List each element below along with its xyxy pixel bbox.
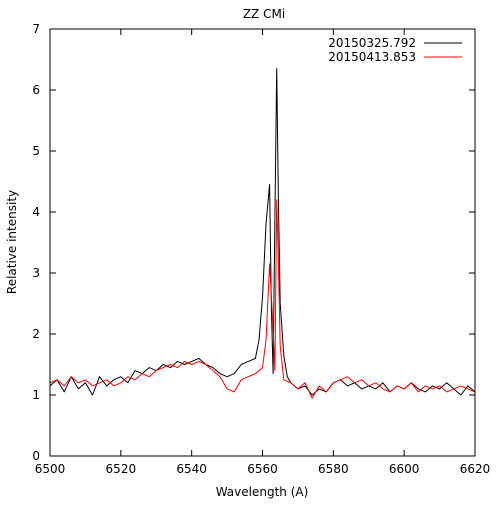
x-axis-label: Wavelength (A) <box>216 485 309 499</box>
chart-title: ZZ CMi <box>243 7 285 21</box>
y-tick-label: 3 <box>32 266 40 280</box>
series-layer <box>49 68 476 399</box>
legend-label-1: 20150325.792 <box>328 36 416 50</box>
x-tick-label: 6600 <box>389 462 420 476</box>
x-tick-label: 6540 <box>176 462 207 476</box>
plot-frame <box>49 28 476 457</box>
y-tick-label: 1 <box>32 388 40 402</box>
x-tick-label: 6560 <box>247 462 278 476</box>
legend-label-2: 20150413.853 <box>328 50 416 64</box>
x-tick-label: 6500 <box>35 462 66 476</box>
y-tick-label: 6 <box>32 83 40 97</box>
y-tick-label: 7 <box>32 22 40 36</box>
x-tick-label: 6520 <box>106 462 137 476</box>
x-tick-label: 6580 <box>318 462 349 476</box>
y-tick-label: 5 <box>32 144 40 158</box>
y-axis-label: Relative intensity <box>5 190 19 294</box>
series-line-2 <box>49 199 476 399</box>
y-tick-label: 4 <box>32 205 40 219</box>
x-tick-label: 6620 <box>460 462 491 476</box>
y-tick-label: 2 <box>32 327 40 341</box>
y-tick-label: 0 <box>32 449 40 463</box>
